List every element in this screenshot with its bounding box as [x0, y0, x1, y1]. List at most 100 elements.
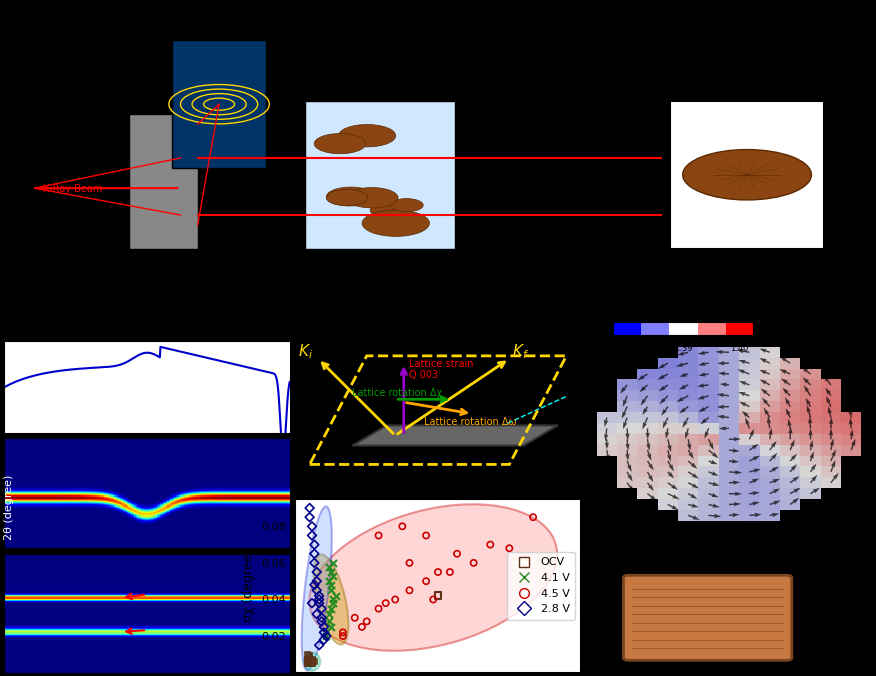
Point: [302, 503, 316, 514]
Point: [319, 631, 333, 642]
Polygon shape: [352, 425, 558, 445]
Point: [302, 654, 316, 665]
Point: [310, 566, 324, 577]
Point: [427, 594, 441, 605]
Text: (101)(006)/(102): (101)(006)/(102): [293, 573, 301, 642]
Point: [336, 627, 350, 637]
Point: [305, 658, 319, 669]
Point: [443, 566, 457, 577]
Point: [312, 639, 326, 650]
Point: [419, 530, 433, 541]
Circle shape: [314, 134, 366, 153]
Text: Lattice rotation Δχ: Lattice rotation Δχ: [352, 389, 442, 398]
Point: [310, 576, 324, 587]
Point: [360, 616, 374, 627]
Point: [484, 539, 498, 550]
Point: [305, 598, 319, 608]
Point: [307, 558, 321, 569]
Point: [348, 612, 362, 623]
Point: [302, 651, 316, 662]
Text: $K_f$: $K_f$: [512, 342, 529, 360]
Point: [300, 654, 314, 665]
Point: [302, 656, 316, 667]
Point: [305, 521, 319, 532]
Point: [378, 598, 392, 608]
Point: [314, 603, 328, 614]
Point: [431, 566, 445, 577]
Point: [302, 512, 316, 523]
Point: [324, 603, 338, 614]
Point: [388, 594, 402, 605]
Text: Rotation: Rotation: [699, 549, 759, 562]
Text: $K_i$: $K_i$: [298, 342, 313, 360]
Circle shape: [682, 149, 811, 200]
Text: (003): (003): [293, 486, 302, 512]
Circle shape: [390, 199, 423, 212]
Point: [305, 654, 319, 665]
Point: [328, 590, 343, 601]
Point: [419, 576, 433, 587]
Point: [371, 530, 385, 541]
Legend: OCV, 4.1 V, 4.5 V, 2.8 V: OCV, 4.1 V, 4.5 V, 2.8 V: [507, 552, 575, 620]
Ellipse shape: [309, 504, 557, 651]
Point: [312, 590, 326, 601]
Point: [402, 558, 416, 569]
Polygon shape: [670, 101, 824, 249]
Text: X-Ray Beam: X-Ray Beam: [43, 184, 102, 193]
Circle shape: [371, 204, 403, 217]
Point: [327, 598, 341, 608]
X-axis label: Time (h): Time (h): [124, 311, 170, 321]
Point: [502, 543, 516, 554]
Point: [324, 585, 338, 596]
Point: [314, 616, 328, 627]
Text: (C) X-ray
Microscopy: (C) X-ray Microscopy: [678, 34, 792, 72]
Point: [321, 561, 336, 572]
Point: [312, 598, 326, 608]
Text: Lattice rotation Δω: Lattice rotation Δω: [424, 417, 516, 427]
FancyArrowPatch shape: [610, 609, 613, 627]
Point: [300, 649, 314, 660]
Polygon shape: [172, 41, 266, 168]
Point: [307, 539, 321, 550]
Point: [327, 558, 341, 569]
Point: [307, 656, 321, 667]
Point: [317, 627, 331, 637]
Text: 2θ (degree): 2θ (degree): [4, 475, 14, 539]
Point: [324, 621, 338, 632]
Point: [314, 612, 328, 623]
Point: [327, 594, 341, 605]
Point: [324, 566, 338, 577]
Point: [302, 652, 316, 663]
Y-axis label: Voltage (V): Voltage (V): [326, 360, 336, 414]
Ellipse shape: [304, 652, 321, 671]
Point: [319, 627, 333, 637]
Circle shape: [327, 187, 375, 206]
Point: [402, 585, 416, 596]
Point: [312, 594, 326, 605]
Point: [324, 579, 338, 590]
Point: [431, 590, 445, 601]
Point: [300, 658, 314, 669]
Point: [321, 608, 336, 619]
Point: [355, 621, 369, 632]
Point: [305, 530, 319, 541]
Point: [305, 658, 319, 669]
Circle shape: [362, 210, 429, 237]
Point: [321, 576, 336, 587]
Point: [307, 579, 321, 590]
Y-axis label: σχ (degree): σχ (degree): [243, 549, 255, 623]
Point: [336, 631, 350, 642]
Point: [371, 603, 385, 614]
FancyArrowPatch shape: [810, 607, 814, 625]
Point: [310, 585, 324, 596]
Point: [321, 616, 336, 627]
Point: [450, 548, 464, 559]
Point: [300, 656, 314, 667]
Text: (B) Multi-Crystal Rocking
Curve: (B) Multi-Crystal Rocking Curve: [305, 34, 558, 72]
Point: [300, 658, 314, 669]
Point: [327, 571, 341, 581]
Point: [302, 656, 316, 667]
FancyBboxPatch shape: [624, 575, 792, 660]
Text: (A) X-ray
Diffraction: (A) X-ray Diffraction: [26, 34, 134, 72]
Text: Lattice strain
Q 003: Lattice strain Q 003: [409, 359, 474, 381]
